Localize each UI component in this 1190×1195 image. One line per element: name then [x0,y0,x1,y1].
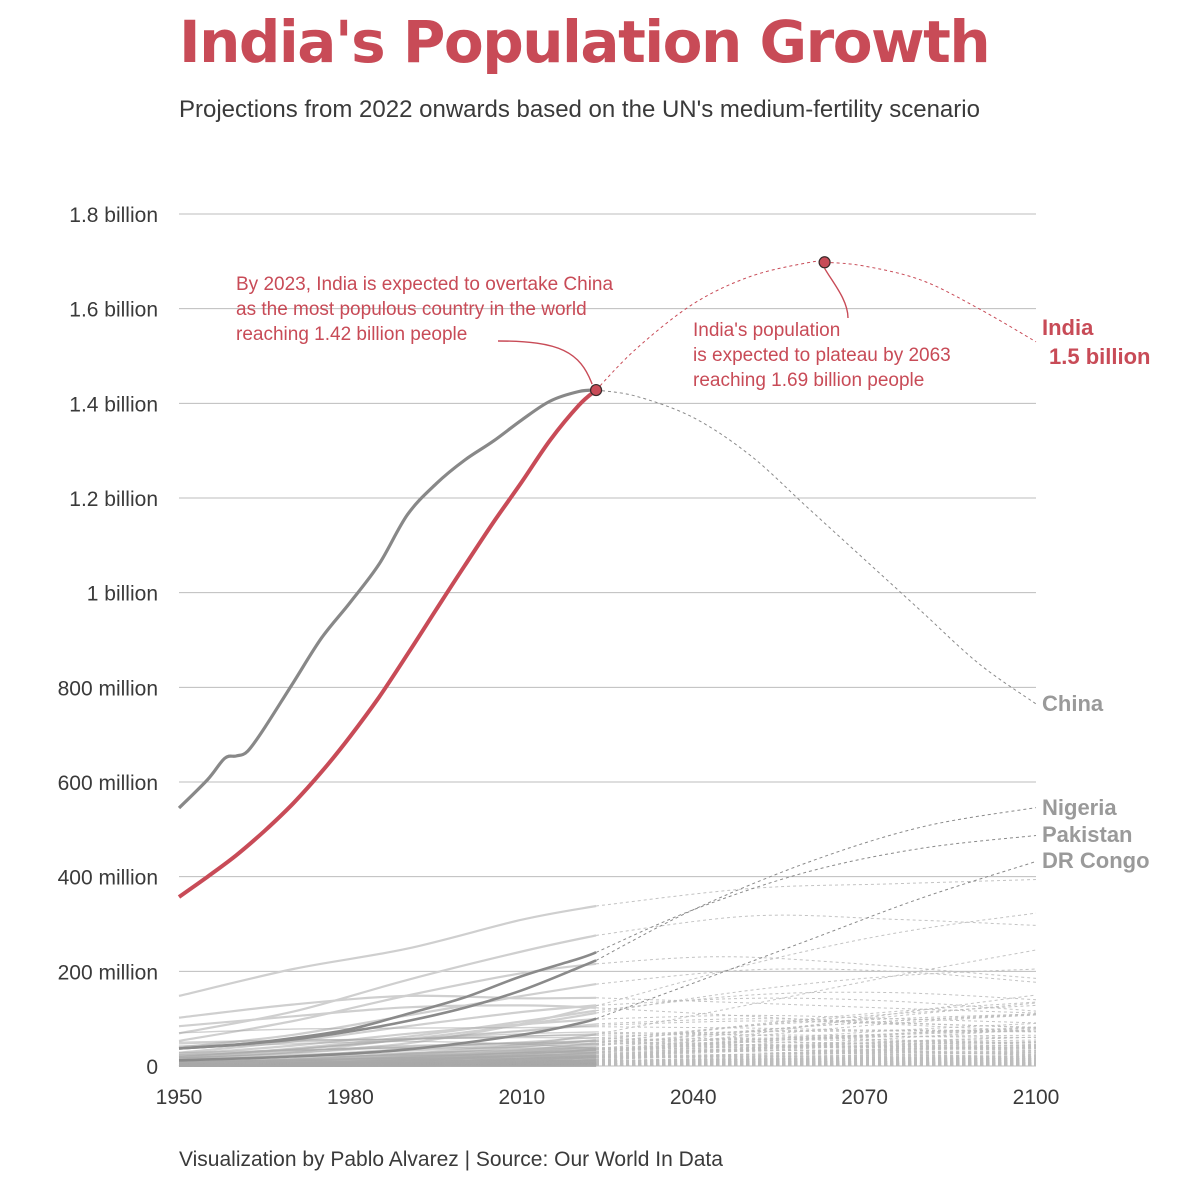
annotation-point-plateau [818,256,831,269]
annotation-point-overtake [589,383,603,397]
end-label-nigeria: Nigeria [1042,795,1117,820]
series-line-bangladesh [178,983,597,1049]
series-line-china [177,388,597,810]
y-tick-label: 600 million [58,772,158,795]
x-tick-label: 2070 [841,1086,888,1109]
series-line-dr-congo [178,1017,597,1062]
y-tick-label: 1 billion [87,583,158,606]
y-tick-label: 400 million [58,867,158,890]
annotations: By 2023, India is expected to overtake C… [236,256,951,397]
annotation-line: reaching 1.42 billion people [236,324,467,345]
series-line-italy [178,1036,597,1045]
series-line-poland [178,1047,597,1056]
y-tick-label: 200 million [58,961,158,984]
series-projection-ethiopia [595,912,1037,1007]
series-line-ukraine [178,1040,597,1050]
series-line-india [177,388,598,899]
x-tick-label: 1950 [156,1086,203,1109]
series-line-japan [178,1004,597,1028]
series-projection-egypt [596,968,1037,1014]
series-line-south-korea [178,1040,597,1058]
end-label-dr-congo: DR Congo [1042,848,1150,873]
annotation-line: as the most populous country in the worl… [236,299,587,320]
annotation-line: reaching 1.69 billion people [693,370,924,391]
series-line-pakistan [178,951,597,1050]
series-projection-china [596,389,1037,705]
annotation-connector-plateau [823,267,849,319]
gridlines [179,213,1036,1067]
series-line-argentina [178,1043,597,1059]
series-projection-nigeria [595,807,1037,961]
chart-title: India's Population Growth [179,8,991,76]
series-projection-united-states [596,879,1037,907]
series-projection-brazil [596,956,1037,979]
end-value-label-india: 1.5 billion [1049,344,1150,369]
x-tick-label: 2100 [1013,1086,1060,1109]
highlighted-country-lines [177,260,1037,1062]
end-label-pakistan: Pakistan [1042,822,1133,847]
series-line-vietnam [178,1018,597,1056]
annotation-line: is expected to plateau by 2063 [693,345,951,366]
series-projection-russia [596,997,1037,1014]
y-tick-label: 1.4 billion [69,393,158,416]
end-label-china: China [1042,691,1104,716]
series-projection-tanzania [596,949,1037,1035]
annotation-connector-overtake [497,340,593,385]
series-line-united-states [178,904,597,997]
axis-labels: 0 200 million 400 million 600 million 800 mi… [58,204,1060,1109]
y-tick-label: 1.6 billion [69,299,158,322]
chart-subtitle: Projections from 2022 onwards based on t… [179,96,980,123]
series-projection-pakistan [595,835,1037,953]
series-line-russia [178,994,597,1019]
y-tick-label: 800 million [58,677,158,700]
annotation-line: By 2023, India is expected to overtake C… [236,274,614,295]
background-country-lines [178,879,1037,1067]
x-tick-label: 2010 [498,1086,545,1109]
end-label-india: India [1042,315,1094,340]
series-line-germany [178,1026,597,1034]
series-projection-dr-congo [595,861,1037,1020]
y-tick-label: 0 [146,1056,158,1079]
y-tick-label: 1.2 billion [69,488,158,511]
annotation-line: India's population [693,320,840,341]
annotation-text-plateau: India's population is expected to plateau… [693,320,951,391]
x-tick-label: 2040 [670,1086,717,1109]
annotation-text-overtake: By 2023, India is expected to overtake C… [236,274,614,345]
y-tick-label: 1.8 billion [69,204,158,227]
x-tick-label: 1980 [327,1086,374,1109]
chart-caption: Visualization by Pablo Alvarez | Source:… [179,1148,723,1171]
